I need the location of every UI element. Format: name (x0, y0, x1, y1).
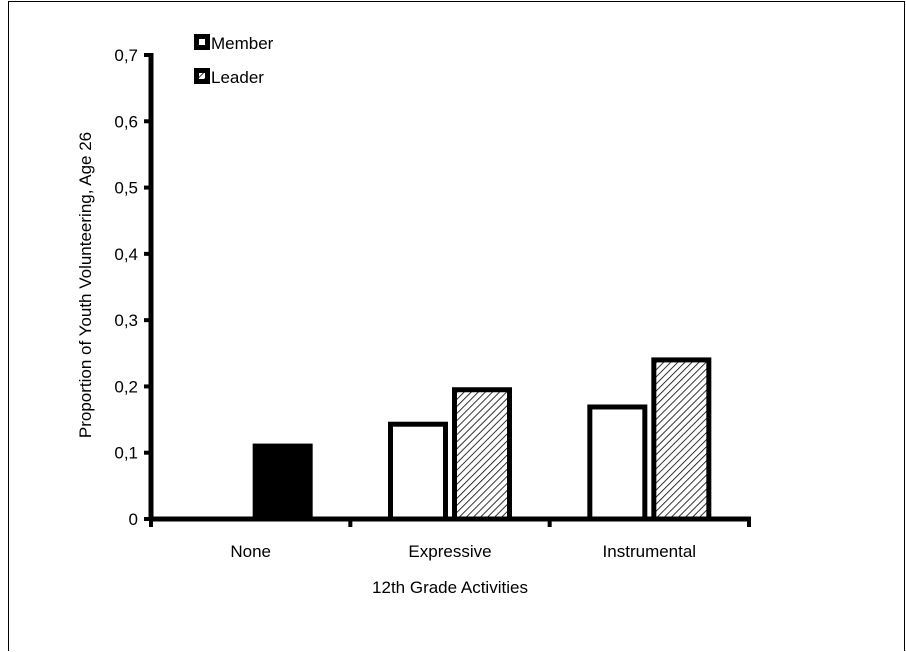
figure-frame (8, 1, 905, 651)
bar-leader (452, 387, 512, 522)
legend-label-leader: Leader (211, 68, 264, 87)
legend-label-member: Member (211, 34, 274, 53)
legend-swatch-leader-dot (199, 73, 205, 79)
y-tick-label: 0,5 (114, 179, 138, 198)
bar-member (388, 421, 448, 522)
y-tick-label: 0,6 (114, 112, 138, 131)
x-tick-label: Instrumental (603, 542, 697, 561)
x-axis-label: 12th Grade Activities (372, 578, 528, 597)
y-axis-label: Proportion of Youth Volunteering, Age 26 (76, 132, 95, 438)
bar-leader (651, 357, 712, 522)
legend-entry-member: Member (194, 34, 274, 53)
bar-member (587, 404, 648, 522)
bar-none (252, 443, 313, 522)
y-tick-label: 0,7 (114, 46, 138, 65)
legend-swatch-member-dot (199, 39, 205, 45)
y-tick-label: 0 (129, 510, 138, 529)
legend-entry-leader: Leader (194, 68, 264, 87)
x-tick-label: None (230, 542, 271, 561)
y-tick-label: 0,2 (114, 377, 138, 396)
plot-area: 0 0,1 0,2 0,3 0,4 0,5 0,6 0,7 None Expressive Inst… (114, 46, 751, 561)
legend: Member Leader (194, 34, 274, 87)
y-tick-label: 0,3 (114, 311, 138, 330)
y-tick-label: 0,4 (114, 245, 138, 264)
y-tick-label: 0,1 (114, 444, 138, 463)
x-tick-label: Expressive (408, 542, 491, 561)
